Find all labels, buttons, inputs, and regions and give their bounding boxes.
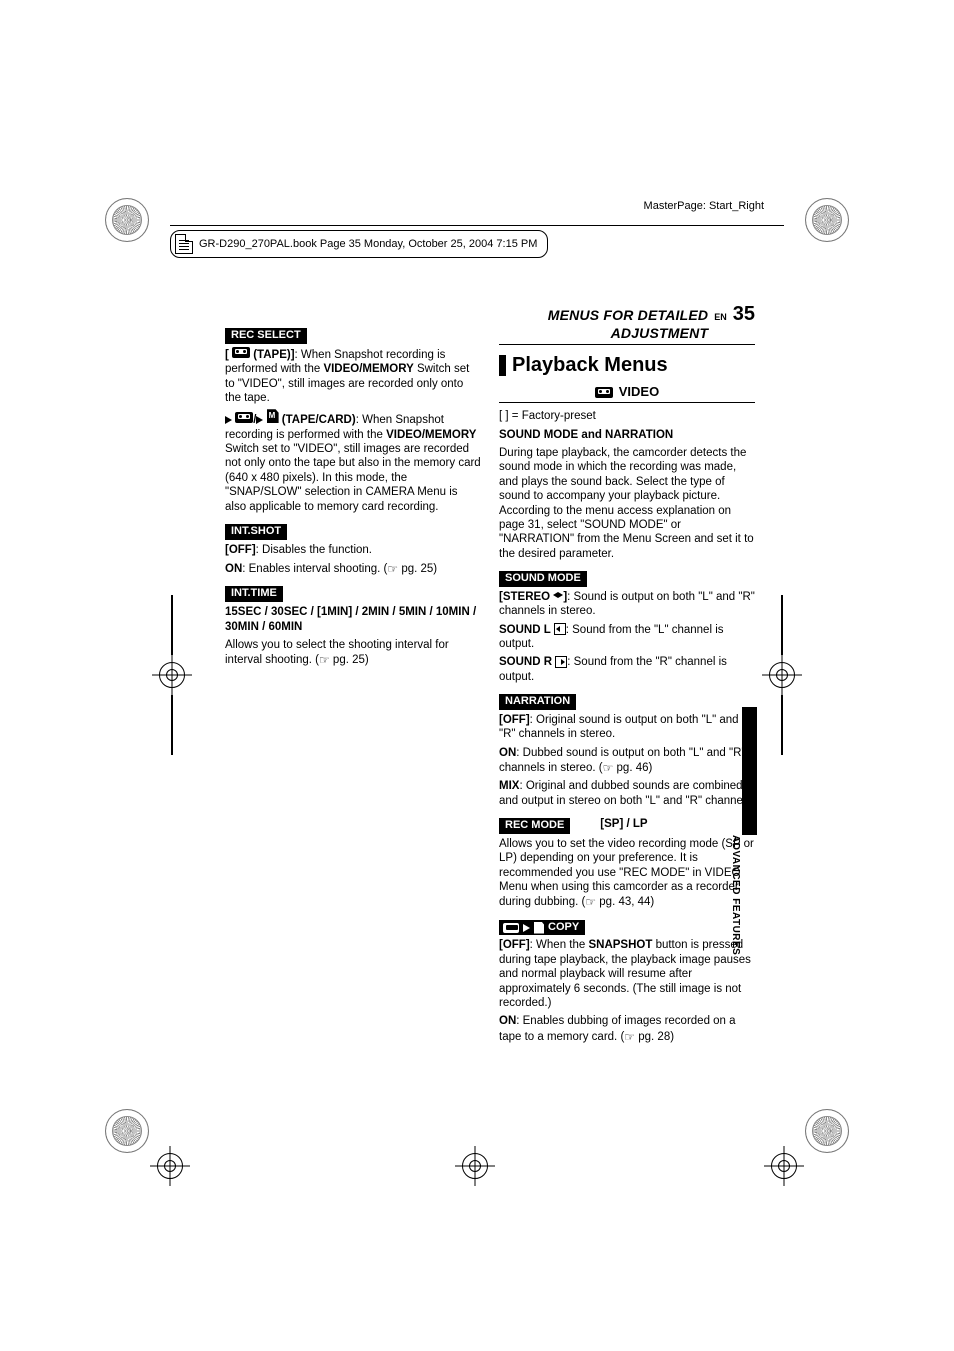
- reg-target-icon: [764, 1146, 804, 1186]
- page-content: REC SELECT [ (TAPE)]: When Snapshot reco…: [225, 302, 755, 1048]
- cassette-icon: [235, 412, 253, 423]
- lang-code: EN: [714, 312, 727, 323]
- sm-narration-head: SOUND MODE and NARRATION: [499, 428, 755, 442]
- rec-select-tapecard: / (TAPE/CARD): When Snapshot recording i…: [225, 409, 481, 514]
- sound-mode-r: SOUND R : Sound from the "R" channel is …: [499, 655, 755, 684]
- hand-pointer-icon: ☞: [585, 895, 596, 910]
- rec-mode-options: [SP] / LP: [600, 817, 647, 831]
- copy-off: [OFF]: When the SNAPSHOT button is press…: [499, 938, 755, 1010]
- hand-pointer-icon: ☞: [624, 1030, 635, 1045]
- print-radial-icon: [805, 198, 849, 242]
- sound-mode-l: SOUND L : Sound from the "L" channel is …: [499, 623, 755, 652]
- hand-pointer-icon: ☞: [603, 761, 614, 776]
- print-radial-icon: [105, 198, 149, 242]
- narration-tag: NARRATION: [499, 694, 576, 710]
- reg-target-icon: [455, 1146, 495, 1186]
- playback-menus-heading: Playback Menus: [499, 353, 755, 378]
- left-column: REC SELECT [ (TAPE)]: When Snapshot reco…: [225, 302, 481, 1048]
- int-time-desc: Allows you to select the shooting interv…: [225, 638, 481, 668]
- reg-target-icon: [762, 655, 802, 695]
- right-column: MENUS FOR DETAILED ADJUSTMENT EN 35 Play…: [499, 302, 755, 1048]
- speaker-right-icon: [555, 656, 567, 668]
- rec-mode-body: Allows you to set the video recording mo…: [499, 837, 755, 910]
- int-shot-off: [OFF]: Disables the function.: [225, 543, 481, 557]
- cassette-icon: [232, 347, 250, 358]
- narration-off: [OFF]: Original sound is output on both …: [499, 713, 755, 742]
- header-frame: GR-D290_270PAL.book Page 35 Monday, Octo…: [170, 225, 784, 259]
- page-number: 35: [733, 302, 755, 327]
- memory-card-icon: [267, 409, 279, 423]
- cassette-icon: [595, 387, 613, 398]
- copy-tag: COPY: [499, 920, 585, 936]
- arrow-right-icon: [225, 416, 232, 424]
- hand-pointer-icon: ☞: [319, 653, 330, 668]
- masterpage-label: MasterPage: Start_Right: [644, 200, 764, 212]
- document-icon: [175, 234, 193, 254]
- heading-bar-icon: [499, 355, 506, 376]
- reg-target-icon: [152, 655, 192, 695]
- int-shot-on: ON: Enables interval shooting. (☞ pg. 25…: [225, 561, 481, 576]
- rec-select-tape: [ (TAPE)]: When Snapshot recording is pe…: [225, 347, 481, 406]
- factory-preset-note: [ ] = Factory-preset: [499, 409, 755, 423]
- section-title: MENUS FOR DETAILED ADJUSTMENT: [499, 307, 708, 342]
- narration-on: ON: Dubbed sound is output on both "L" a…: [499, 746, 755, 776]
- book-line: GR-D290_270PAL.book Page 35 Monday, Octo…: [199, 238, 537, 250]
- rec-mode-tag: REC MODE: [499, 818, 570, 834]
- arrow-right-icon: [256, 416, 263, 424]
- print-radial-icon: [805, 1109, 849, 1153]
- rec-select-tag: REC SELECT: [225, 328, 307, 344]
- sm-narration-body: During tape playback, the camcorder dete…: [499, 446, 755, 561]
- hand-pointer-icon: ☞: [387, 562, 398, 577]
- memory-card-icon: [534, 922, 544, 934]
- reg-target-icon: [150, 1146, 190, 1186]
- arrow-right-icon: [523, 924, 530, 932]
- book-info: GR-D290_270PAL.book Page 35 Monday, Octo…: [170, 230, 548, 258]
- sound-mode-stereo: [STEREO ]: Sound is output on both "L" a…: [499, 590, 755, 619]
- int-time-options: 15SEC / 30SEC / [1MIN] / 2MIN / 5MIN / 1…: [225, 605, 481, 634]
- section-header: MENUS FOR DETAILED ADJUSTMENT EN 35: [499, 302, 755, 345]
- copy-on: ON: Enables dubbing of images recorded o…: [499, 1014, 755, 1044]
- stereo-icon: [553, 590, 563, 600]
- sound-mode-tag: SOUND MODE: [499, 571, 587, 587]
- int-time-tag: INT.TIME: [225, 586, 283, 602]
- narration-mix: MIX: Original and dubbed sounds are comb…: [499, 779, 755, 808]
- video-subheading: VIDEO: [499, 384, 755, 403]
- speaker-left-icon: [554, 623, 566, 635]
- cassette-icon: [503, 923, 519, 933]
- print-radial-icon: [105, 1109, 149, 1153]
- int-shot-tag: INT.SHOT: [225, 524, 287, 540]
